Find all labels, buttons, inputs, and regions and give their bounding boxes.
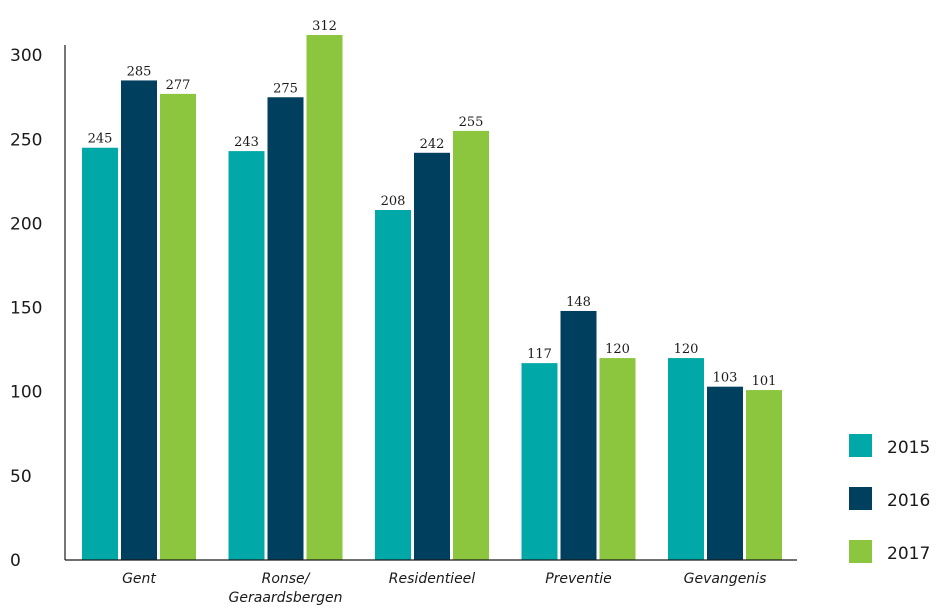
- data-label: 242: [420, 137, 445, 152]
- data-labels-layer: 245 285 277 243 275 312 208 242 255 117 148 120 120 1…: [88, 19, 777, 389]
- data-label: 103: [713, 371, 738, 386]
- bar-2017: [746, 390, 782, 560]
- bar-2017: [599, 358, 636, 560]
- data-label: 243: [234, 135, 259, 150]
- y-tick-label: 100: [10, 383, 42, 403]
- y-axis-ticks: 0 50 100 150 200 250 300: [10, 46, 42, 571]
- bar-2017: [160, 93, 196, 561]
- x-tick-label: Gent: [122, 571, 156, 587]
- bar-2016: [121, 80, 157, 561]
- x-tick-label: Gevangenis: [684, 571, 767, 587]
- legend-swatch-2015: [849, 434, 872, 457]
- bar-2016: [707, 386, 743, 560]
- x-axis-ticks: Gent Ronse/Geraardsbergen Residentieel Prev…: [122, 571, 766, 606]
- data-label: 275: [273, 81, 298, 96]
- bar-2017: [453, 130, 489, 561]
- legend-label: 2016: [887, 491, 930, 511]
- data-label: 312: [312, 19, 337, 34]
- bar-2015: [82, 147, 118, 560]
- data-label: 208: [381, 194, 406, 209]
- data-label: 285: [127, 64, 152, 79]
- data-label: 277: [166, 78, 191, 93]
- y-tick-label: 200: [10, 214, 42, 234]
- bar-2016: [414, 152, 450, 561]
- data-label: 117: [527, 347, 552, 362]
- y-tick-label: 300: [10, 46, 42, 66]
- y-tick-label: 250: [10, 130, 42, 150]
- y-tick-label: 0: [10, 551, 21, 571]
- bar-2015: [521, 363, 558, 560]
- legend: 2015 2016 2017: [849, 434, 930, 564]
- bar-2016: [267, 97, 304, 560]
- data-label: 120: [674, 342, 699, 357]
- data-label: 148: [566, 295, 591, 310]
- x-tick-label: Residentieel: [389, 571, 476, 587]
- data-label: 255: [459, 115, 484, 130]
- data-label: 120: [605, 342, 630, 357]
- data-label: 245: [88, 132, 113, 147]
- data-label: 101: [752, 374, 777, 389]
- x-tick-label: Ronse/Geraardsbergen: [229, 571, 343, 606]
- bar-2016: [560, 310, 597, 560]
- bar-2015: [668, 358, 704, 560]
- legend-swatch-2016: [849, 487, 872, 510]
- legend-label: 2015: [887, 438, 930, 458]
- y-tick-label: 50: [10, 467, 32, 487]
- y-tick-label: 150: [10, 299, 42, 319]
- legend-swatch-2017: [849, 540, 872, 563]
- bar-2015: [228, 151, 265, 560]
- bar-2017: [306, 35, 343, 560]
- legend-label: 2017: [887, 544, 930, 564]
- x-tick-label: Preventie: [545, 571, 612, 587]
- bars-layer: [82, 35, 782, 561]
- bar-2015: [375, 210, 411, 560]
